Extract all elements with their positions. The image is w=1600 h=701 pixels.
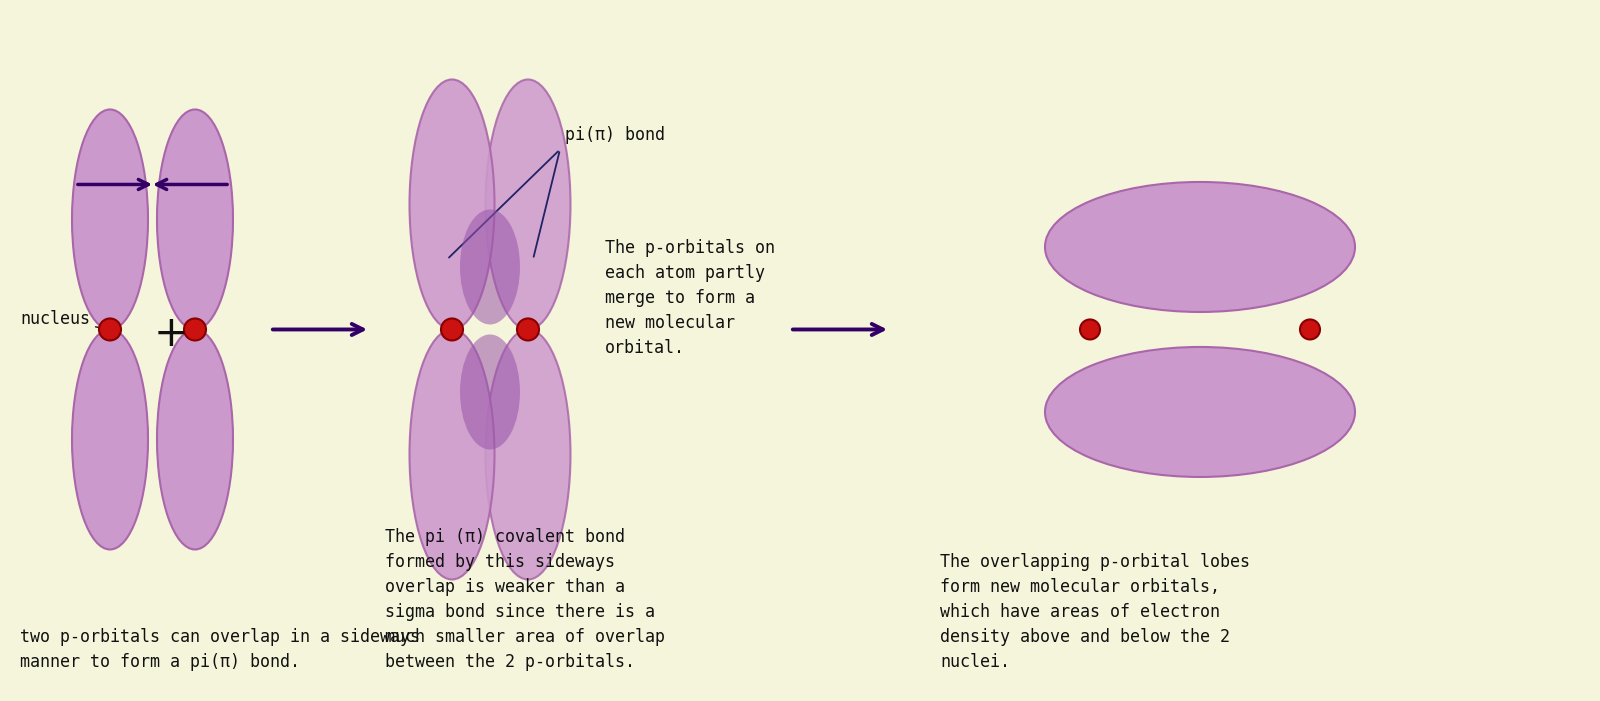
Ellipse shape [410,79,494,329]
Ellipse shape [72,329,147,550]
Ellipse shape [461,334,520,449]
Text: The overlapping p-orbital lobes
form new molecular orbitals,
which have areas of: The overlapping p-orbital lobes form new… [941,553,1250,671]
Ellipse shape [485,329,571,580]
Ellipse shape [461,210,520,325]
Ellipse shape [157,109,234,329]
Text: nucleus: nucleus [19,311,107,329]
Circle shape [1080,320,1101,339]
Ellipse shape [1045,182,1355,312]
Circle shape [1299,320,1320,339]
Ellipse shape [1045,347,1355,477]
Ellipse shape [157,329,234,550]
Circle shape [184,318,206,341]
Text: The pi (π) covalent bond
formed by this sideways
overlap is weaker than a
sigma : The pi (π) covalent bond formed by this … [386,528,666,671]
Ellipse shape [72,109,147,329]
Circle shape [442,318,462,341]
Text: The p-orbitals on
each atom partly
merge to form a
new molecular
orbital.: The p-orbitals on each atom partly merge… [605,240,774,358]
Circle shape [517,318,539,341]
Ellipse shape [485,79,571,329]
Text: +: + [154,313,187,355]
Text: two p-orbitals can overlap in a sideways
manner to form a pi(π) bond.: two p-orbitals can overlap in a sideways… [19,628,419,671]
Text: pi(π) bond: pi(π) bond [565,126,666,144]
Circle shape [99,318,122,341]
Ellipse shape [410,329,494,580]
